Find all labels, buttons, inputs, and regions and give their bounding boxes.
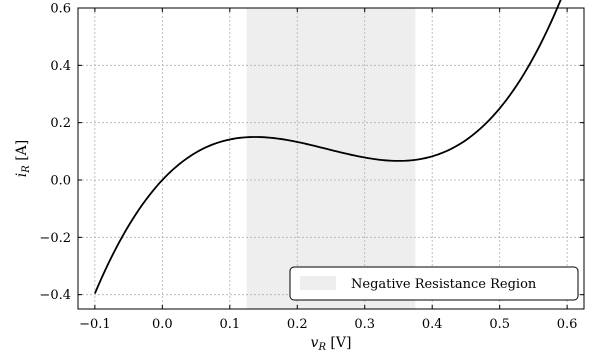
- y-tick-label: −0.2: [39, 231, 71, 246]
- x-tick-label: 0.5: [489, 317, 510, 332]
- y-tick-label: 0.4: [50, 59, 71, 74]
- y-tick-label: 0.2: [50, 116, 71, 131]
- legend-label: Negative Resistance Region: [351, 277, 537, 292]
- legend-swatch: [300, 276, 336, 290]
- x-tick-label: 0.4: [422, 317, 443, 332]
- series-layer: [94, 0, 562, 294]
- plot-frame: [77, 7, 585, 310]
- y-axis-unit: [A]: [14, 140, 30, 165]
- x-tick-label: 0.6: [557, 317, 578, 332]
- x-axis-sub: R: [317, 342, 326, 353]
- x-tick-label: 0.3: [354, 317, 375, 332]
- x-axis-label: vR [V]: [311, 335, 352, 353]
- y-tick-label: 0.0: [50, 174, 71, 189]
- shade-layer: [246, 8, 416, 309]
- legend-box: [289, 266, 579, 301]
- x-tick-label: 0.2: [287, 317, 308, 332]
- tick-layer: −0.1 0.0 0.1 0.2 0.3 0.4 0.5 0.6 −0.4 −0.2 0.0 0.2 0…: [39, 2, 584, 332]
- x-axis-var: v: [311, 335, 319, 351]
- x-axis-unit: [V]: [326, 335, 351, 351]
- series-line: [94, 0, 562, 294]
- x-tick-label: 0.0: [152, 317, 173, 332]
- y-axis-sub: R: [21, 165, 32, 174]
- y-tick-label: 0.6: [50, 2, 71, 17]
- y-tick-label: −0.4: [39, 288, 71, 303]
- y-axis-label: iR [A]: [14, 140, 32, 178]
- y-axis-var: i: [14, 173, 30, 177]
- x-tick-label: 0.1: [219, 317, 240, 332]
- legend: Negative Resistance Region: [289, 266, 579, 301]
- negative-resistance-region: [246, 8, 416, 309]
- x-tick-label: −0.1: [79, 317, 111, 332]
